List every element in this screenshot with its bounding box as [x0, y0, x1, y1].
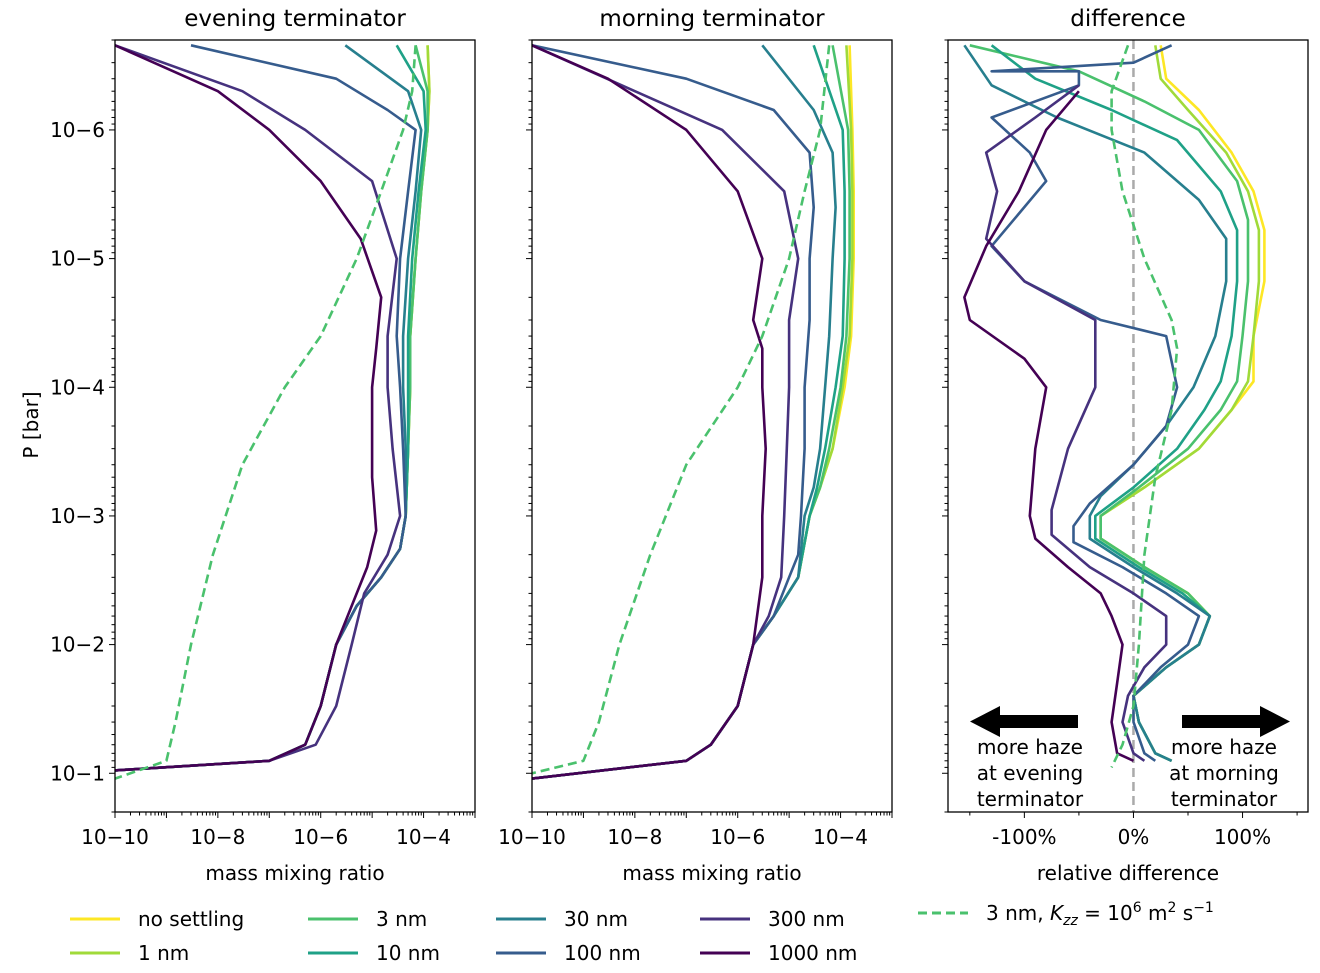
- x-tick-label: 10−6: [710, 825, 765, 849]
- series-line: [532, 45, 831, 775]
- panel-3: difference -100% 0% 100% relative difference…: [942, 6, 1309, 885]
- legend-label: 10 nm: [376, 941, 440, 965]
- series-group: [532, 44, 855, 780]
- y-tick-label: 10−3: [50, 504, 105, 528]
- x-tick-label: 10−8: [607, 825, 662, 849]
- legend-label: 100 nm: [564, 941, 641, 965]
- series-line: [115, 44, 423, 772]
- legend-label: 300 nm: [768, 907, 845, 931]
- x-tick-label: 10−4: [396, 825, 451, 849]
- series-line: [115, 44, 429, 772]
- legend: no settling 1 nm 3 nm 10 nm 30 nm 100 nm 300 n…: [70, 900, 1214, 965]
- annotation-text: more haze: [1171, 735, 1277, 759]
- series-line: [532, 44, 837, 780]
- x-ticks: 10−10 10−8 10−6 10−4: [81, 812, 476, 849]
- x-tick-label: 10−4: [813, 825, 868, 849]
- panel-title: difference: [1070, 6, 1185, 32]
- x-tick-label: 10−6: [293, 825, 348, 849]
- series-line: [532, 45, 851, 780]
- annotation-text: terminator: [977, 787, 1084, 811]
- axes-frame: [114, 39, 476, 813]
- x-tick-label: 0%: [1118, 825, 1150, 849]
- x-axis-label: mass mixing ratio: [622, 861, 801, 885]
- y-ticks: 10−6 10−5 10−4 10−3 10−2 10−1: [50, 39, 115, 813]
- series-line: [115, 44, 427, 772]
- x-tick-label: 100%: [1214, 825, 1271, 849]
- series-group: [115, 44, 431, 780]
- x-axis-label: relative difference: [1037, 861, 1219, 885]
- x-tick-label: 10−8: [190, 825, 245, 849]
- y-axis-label: P [bar]: [19, 391, 43, 458]
- arrow-head: [970, 706, 1000, 737]
- legend-item: 1000 nm: [700, 941, 857, 965]
- y-ticks: [526, 39, 532, 813]
- y-tick-label: 10−4: [50, 375, 105, 399]
- annotation-text: more haze: [977, 735, 1083, 759]
- annotation-text: terminator: [1171, 787, 1278, 811]
- panel-title: morning terminator: [599, 6, 825, 32]
- legend-item: 3 nm: [308, 907, 427, 931]
- series-line: [115, 45, 417, 780]
- y-tick-label: 10−1: [50, 761, 105, 785]
- legend-item: no settling: [70, 907, 244, 931]
- series-line: [532, 44, 846, 780]
- annotation-text: at evening: [977, 761, 1084, 785]
- series-line: [984, 84, 1168, 762]
- y-tick-label: 10−2: [50, 633, 105, 657]
- series-line: [990, 44, 1201, 762]
- series-line: [963, 44, 1228, 762]
- legend-label: 1000 nm: [768, 941, 857, 965]
- panel-title: evening terminator: [184, 6, 406, 32]
- legend-label: no settling: [138, 907, 244, 931]
- arrow-shaft: [1000, 715, 1078, 728]
- x-tick-label: 10−10: [81, 825, 149, 849]
- legend-item: 1 nm: [70, 941, 189, 965]
- axes-frame: [947, 39, 1309, 813]
- series-line: [963, 90, 1135, 762]
- y-tick-label: 10−6: [50, 118, 105, 142]
- legend-label: 1 nm: [138, 941, 189, 965]
- panel-1: evening terminator10−610−510−410−310−210…: [50, 6, 476, 885]
- arrow-shaft: [1182, 715, 1260, 728]
- series-line: [115, 44, 402, 772]
- legend-label: 3 nm: [376, 907, 427, 931]
- series-line: [532, 44, 767, 780]
- x-tick-label: -100%: [992, 825, 1056, 849]
- legend-item: 100 nm: [496, 941, 641, 965]
- y-tick-label: 10−5: [50, 247, 105, 271]
- legend-item: 3 nm, Kzz = 106 m2 s−1: [918, 900, 1214, 929]
- x-tick-label: 10−10: [498, 825, 566, 849]
- y-ticks: [942, 39, 948, 813]
- panel-2: morning terminator 10−10 10−8 10−6 10−4 mass …: [498, 6, 893, 885]
- series-line: [115, 44, 383, 772]
- legend-label: 30 nm: [564, 907, 628, 931]
- series-line: [532, 44, 815, 780]
- series-group: [963, 44, 1266, 768]
- series-line: [115, 44, 417, 772]
- x-ticks: -100% 0% 100%: [969, 812, 1298, 849]
- legend-item: 10 nm: [308, 941, 440, 965]
- x-axis-label: mass mixing ratio: [205, 861, 384, 885]
- legend-label: 3 nm, Kzz = 106 m2 s−1: [986, 900, 1214, 929]
- legend-item: 300 nm: [700, 907, 845, 931]
- series-line: [1099, 45, 1261, 762]
- series-line: [532, 44, 800, 780]
- axes-frame: [531, 39, 893, 813]
- x-ticks: 10−10 10−8 10−6 10−4: [498, 812, 893, 849]
- series-line: [969, 44, 1250, 762]
- arrow-head: [1260, 706, 1290, 737]
- legend-item: 30 nm: [496, 907, 628, 931]
- annotation-text: at morning: [1169, 761, 1279, 785]
